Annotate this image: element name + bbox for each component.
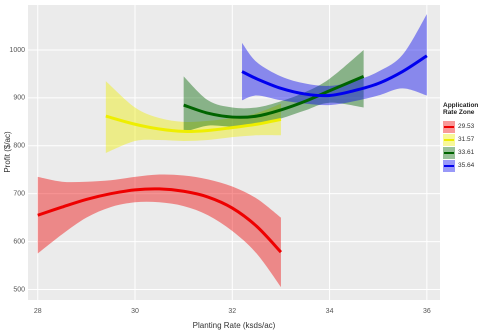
legend-key [443, 146, 455, 159]
legend-line [444, 151, 454, 154]
x-tick-label: 36 [423, 308, 431, 315]
legend-key [443, 159, 455, 172]
legend-label: 33.61 [458, 149, 475, 156]
y-tick-label: 600 [13, 238, 25, 245]
x-tick-label: 34 [326, 308, 334, 315]
x-tick-label: 32 [228, 308, 236, 315]
legend-label: 31.57 [458, 136, 475, 143]
confidence-band [183, 50, 364, 133]
x-tick-label: 28 [34, 308, 42, 315]
legend: Application Rate Zone 29.53 31.57 33.61 35.… [443, 102, 483, 172]
fit-line [105, 114, 282, 133]
x-axis-label: Planting Rate (ksds/ac) [193, 321, 276, 330]
legend-key [443, 120, 455, 133]
y-tick-label: 1000 [9, 47, 25, 54]
marks [37, 14, 428, 288]
y-tick-label: 900 [13, 95, 25, 102]
legend-line [444, 164, 454, 167]
legend-line [444, 125, 454, 128]
legend-label: 35.64 [458, 162, 475, 169]
grid [28, 5, 440, 300]
fit-line [241, 54, 428, 98]
confidence-band [105, 81, 281, 153]
legend-key [443, 133, 455, 146]
fit-line [37, 187, 283, 254]
y-tick-label: 800 [13, 143, 25, 150]
y-tick-label: 700 [13, 191, 25, 198]
legend-entry: 35.64 [443, 159, 483, 172]
fit-line [183, 74, 365, 119]
legend-line [444, 138, 454, 141]
y-axis-label: Profit ($/ac) [3, 131, 12, 173]
legend-entry: 31.57 [443, 133, 483, 146]
legend-label: 29.53 [458, 123, 475, 130]
plot-background [28, 5, 440, 300]
legend-entry: 29.53 [443, 120, 483, 133]
y-tick-label: 500 [13, 286, 25, 293]
x-tick-label: 30 [131, 308, 139, 315]
legend-title: Application Rate Zone [443, 102, 479, 116]
legend-entry: 33.61 [443, 146, 483, 159]
